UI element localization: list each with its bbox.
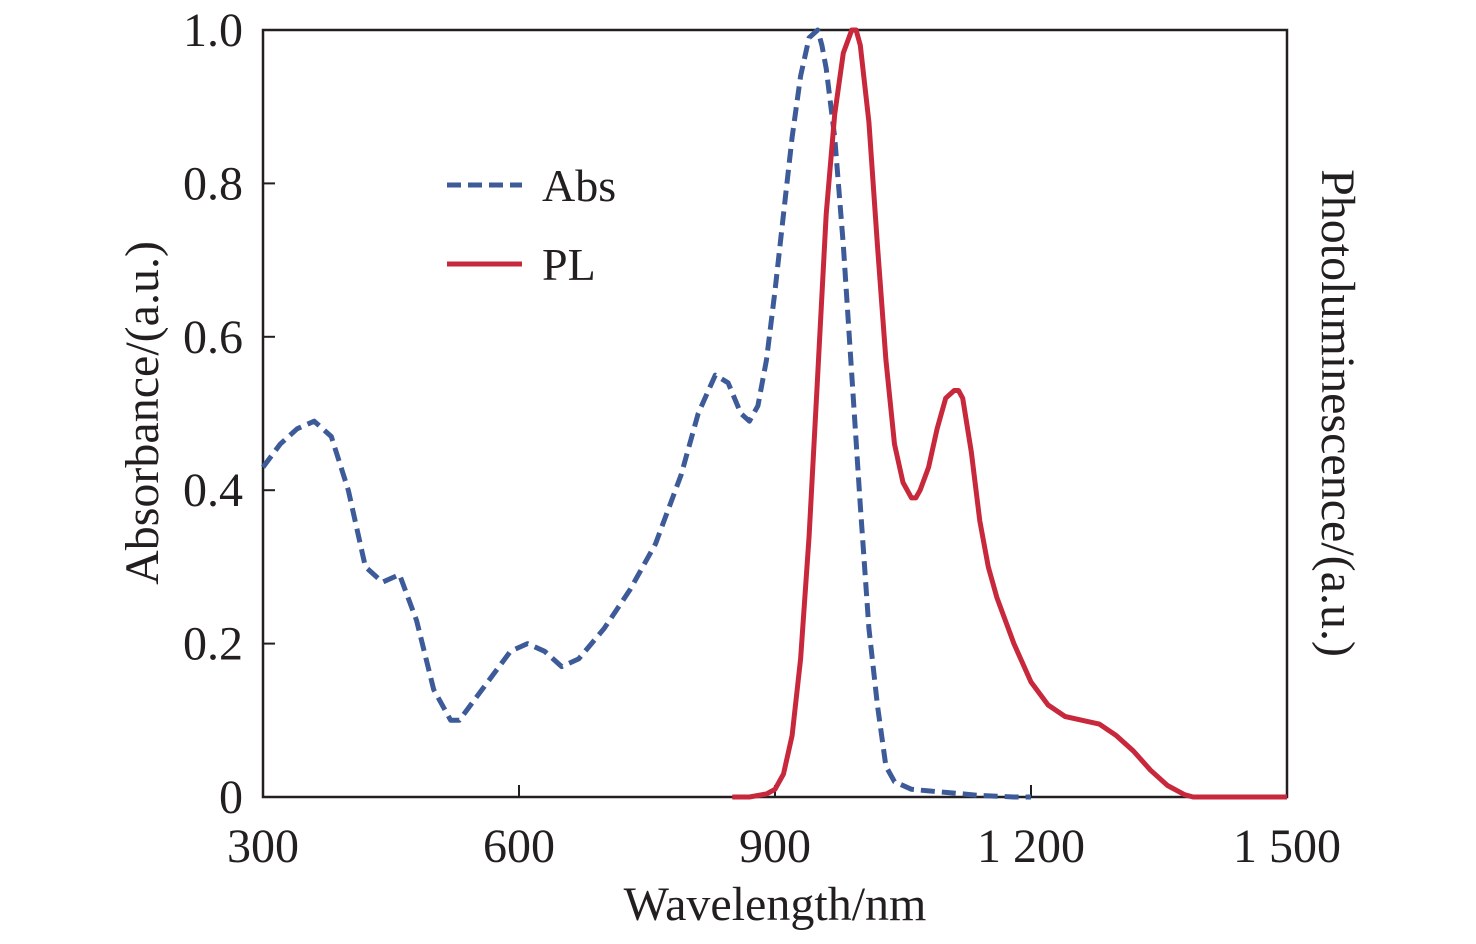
y-tick-label: 0.2 [183,618,243,671]
y-tick-label: 0 [219,771,243,824]
plot-frame [261,28,1289,799]
y-tick-label: 0.4 [183,464,243,517]
y-tick-label: 0.8 [183,157,243,210]
x-tick-label: 1 200 [977,820,1085,873]
y-tick-label: 1.0 [183,4,243,57]
legend-label-abs: Abs [542,160,616,211]
y-axis-ticks: 0 0.2 0.4 0.6 0.8 1.0 [183,4,275,824]
series-layer [260,27,1287,800]
x-tick-label: 900 [739,820,811,873]
series-line-pl [732,27,1287,800]
series-line-abs [260,27,1031,800]
y-axis-label-left: Absorbance/(a.u.) [116,241,169,585]
y-tick-label: 0.6 [183,311,243,364]
x-axis-label: Wavelength/nm [624,878,927,931]
plot-border [261,28,1289,799]
legend-label-pl: PL [542,239,596,290]
x-tick-label: 1 500 [1233,820,1341,873]
y-axis-label-right: Photoluminescence/(a.u.) [1311,169,1364,657]
legend: Abs PL [447,160,616,290]
x-axis-ticks: 300 600 900 1 200 1 500 [227,785,1341,873]
x-tick-label: 600 [483,820,555,873]
x-tick-label: 300 [227,820,299,873]
